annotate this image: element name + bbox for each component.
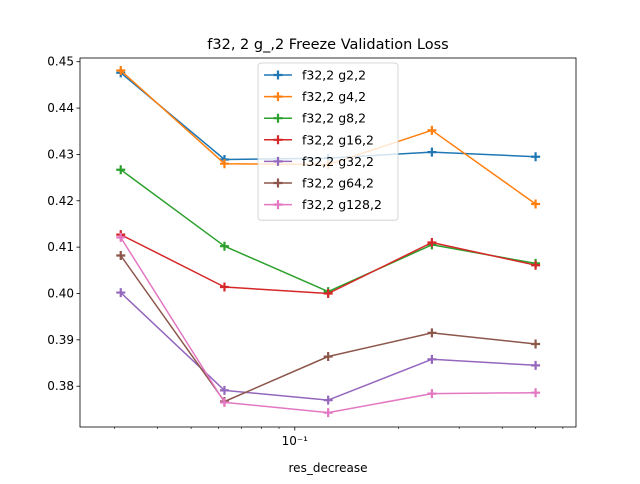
data-point [531, 360, 541, 370]
data-point [427, 147, 437, 157]
axes-frame [79, 57, 577, 428]
legend-label: f32,2 g16,2 [302, 132, 374, 147]
y-tick-label: 0.45 [47, 55, 74, 69]
legend-entry: f32,2 g2,2 [264, 68, 366, 83]
data-point [116, 66, 126, 76]
data-point [323, 408, 333, 418]
data-point [427, 354, 437, 364]
legend: f32,2 g2,2 f32,2 g4,2 f32,2 g8,2 f32,2 g16,… [257, 62, 399, 221]
y-tick-label: 0.41 [47, 240, 74, 254]
y-tick-label: 0.39 [47, 333, 74, 347]
data-point [116, 232, 126, 242]
x-axis-label: res_decrease [289, 461, 368, 475]
data-point [531, 339, 541, 349]
data-point [219, 241, 229, 251]
legend-entry: f32,2 g4,2 [264, 89, 366, 104]
y-tick-label: 0.38 [47, 379, 74, 393]
data-point [531, 260, 541, 270]
legend-entry: f32,2 g32,2 [264, 154, 374, 169]
data-point [427, 328, 437, 338]
data-point [116, 250, 126, 260]
axes: 0.38 0.39 0.40 0.41 0.42 0.43 0.44 0.45 10⁻¹ [47, 55, 577, 448]
y-tick-label: 0.43 [47, 147, 74, 161]
legend-swatch-marker [273, 135, 283, 145]
data-point [427, 389, 437, 399]
y-tick-label: 0.40 [47, 286, 74, 300]
data-point [219, 159, 229, 169]
legend-label: f32,2 g8,2 [302, 111, 366, 126]
legend-swatch-marker [273, 70, 283, 80]
data-point [427, 125, 437, 135]
data-point [219, 282, 229, 292]
legend-label: f32,2 g64,2 [302, 176, 374, 191]
data-point [323, 395, 333, 405]
legend-swatch-marker [273, 156, 283, 166]
plot-area [116, 66, 541, 418]
data-point [219, 385, 229, 395]
legend-entry: f32,2 g128,2 [264, 197, 382, 212]
chart-title: f32, 2 g_,2 Freeze Validation Loss [207, 37, 448, 53]
series-line [120, 292, 536, 401]
data-point [323, 288, 333, 298]
y-tick-label: 0.42 [47, 194, 74, 208]
legend-swatch-marker [273, 113, 283, 123]
data-point [531, 152, 541, 162]
series-line [120, 255, 536, 403]
series-5 [116, 288, 541, 405]
series-4 [116, 230, 541, 298]
legend-box [257, 62, 399, 221]
legend-label: f32,2 g32,2 [302, 154, 374, 169]
data-point [531, 199, 541, 209]
series-6 [116, 250, 541, 407]
data-point [116, 288, 126, 298]
legend-swatch-marker [273, 200, 283, 210]
legend-label: f32,2 g128,2 [302, 197, 382, 212]
y-tick-label: 0.44 [47, 101, 74, 115]
legend-label: f32,2 g4,2 [302, 89, 366, 104]
legend-swatch-marker [273, 178, 283, 188]
legend-entry: f32,2 g16,2 [264, 132, 374, 147]
series-line [120, 233, 536, 295]
data-point [531, 388, 541, 398]
data-point [323, 352, 333, 362]
data-point [219, 397, 229, 407]
legend-label: f32,2 g2,2 [302, 68, 366, 83]
x-tick-label: 10⁻¹ [282, 434, 309, 448]
legend-swatch-marker [273, 92, 283, 102]
legend-entry: f32,2 g8,2 [264, 111, 366, 126]
data-point [116, 165, 126, 175]
data-point [427, 238, 437, 247]
legend-entry: f32,2 g64,2 [264, 176, 374, 191]
series-line [120, 237, 536, 414]
series-7 [116, 232, 541, 418]
